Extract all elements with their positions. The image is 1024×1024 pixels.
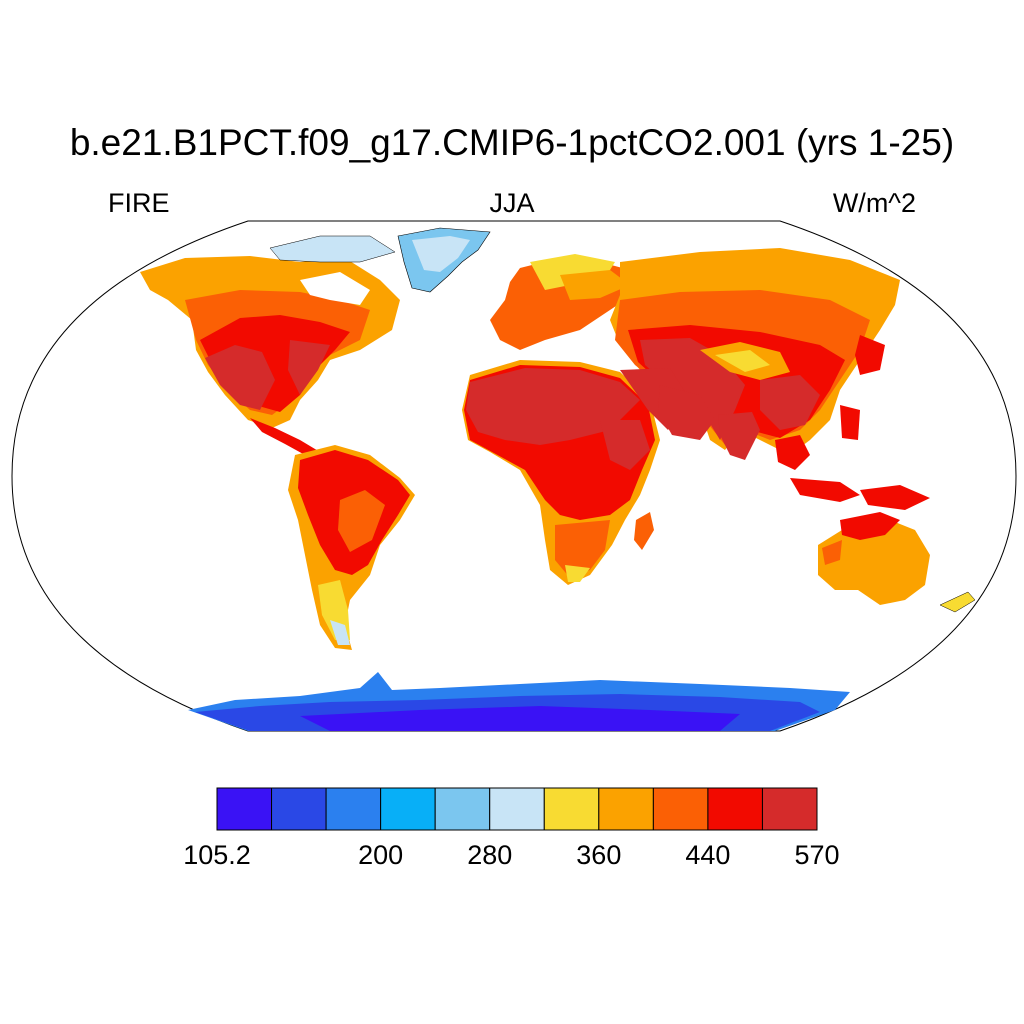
variable-label: FIRE — [108, 188, 170, 218]
europe — [490, 254, 640, 350]
colorbar-swatch — [216, 787, 273, 831]
maritime-southeast-asia — [775, 405, 930, 510]
colorbar-label: 280 — [467, 840, 513, 870]
map-title: b.e21.B1PCT.f09_g17.CMIP6-1pctCO2.001 (y… — [69, 122, 955, 163]
colorbar-label: 360 — [576, 840, 622, 870]
australia — [818, 512, 930, 605]
colorbar-swatch — [380, 787, 436, 831]
africa — [462, 360, 690, 585]
south-america — [288, 445, 415, 650]
colorbar-swatch — [434, 787, 491, 831]
north-america — [140, 256, 400, 455]
antarctica — [188, 672, 850, 731]
colorbar-label: 570 — [794, 840, 840, 870]
colorbar-swatch — [761, 787, 818, 831]
colorbar-swatch — [325, 787, 382, 831]
units-label: W/m^2 — [832, 188, 916, 218]
colorbar-label: 200 — [358, 840, 404, 870]
india — [718, 412, 760, 460]
arabia — [658, 385, 715, 440]
colorbar-swatch — [489, 787, 545, 831]
new-zealand — [939, 591, 976, 613]
season-label: JJA — [489, 188, 535, 218]
colorbar-label: 105.2 — [183, 840, 251, 870]
arctic-islands — [269, 235, 396, 263]
colorbar-label: 440 — [685, 840, 731, 870]
colorbar-swatch — [652, 787, 709, 831]
colorbar-swatch — [707, 787, 763, 831]
asia — [610, 248, 900, 455]
colorbar-swatch — [598, 787, 654, 831]
colorbar — [216, 787, 818, 831]
colorbar-swatch — [271, 787, 327, 831]
madagascar — [634, 512, 654, 550]
colorbar-swatch — [543, 787, 600, 831]
